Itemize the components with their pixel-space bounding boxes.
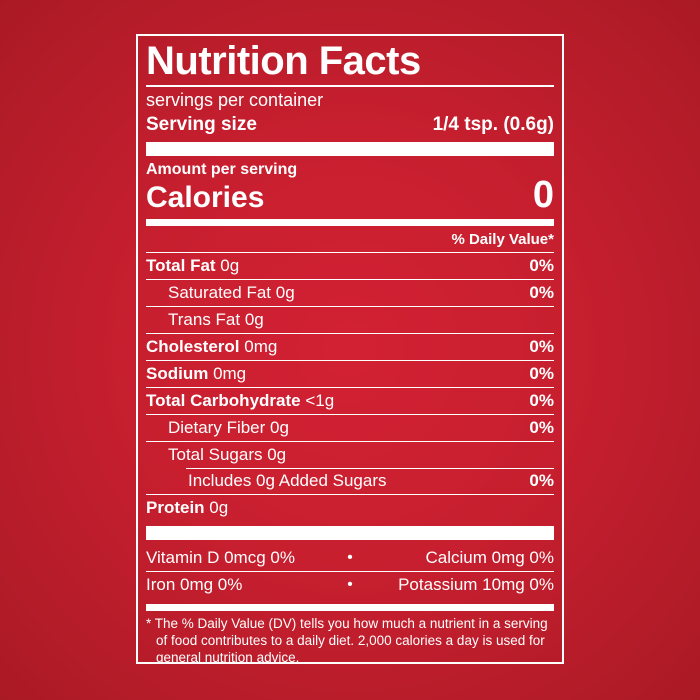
nutrient-name-amount: Total Sugars 0g — [168, 445, 287, 464]
divider-thick — [146, 142, 554, 156]
micronutrient-rows: Vitamin D 0mcg 0% • Calcium 0mg 0% Iron 0mg… — [146, 545, 554, 598]
nutrient-row: Saturated Fat 0g 0% — [146, 279, 554, 306]
nutrient-row: Dietary Fiber 0g 0% — [146, 414, 554, 441]
nutrition-facts-panel: Nutrition Facts servings per container S… — [136, 34, 564, 664]
calories-value: 0 — [532, 174, 554, 216]
nutrient-name-amount: Sodium 0mg — [146, 364, 247, 383]
divider-medium — [146, 219, 554, 226]
panel-title: Nutrition Facts — [146, 39, 421, 83]
nutrient-name-amount: Total Carbohydrate <1g — [146, 391, 335, 410]
daily-value-footnote: * The % Daily Value (DV) tells you how m… — [146, 616, 548, 664]
nutrient-name-amount: Includes 0g Added Sugars — [188, 471, 387, 490]
micronutrient-right: Calcium 0mg 0% — [425, 548, 555, 567]
bullet-separator-icon: • — [347, 549, 353, 566]
nutrient-row: Total Fat 0g 0% — [146, 252, 554, 279]
nutrient-row: Cholesterol 0mg 0% — [146, 333, 554, 360]
micronutrient-left: Vitamin D 0mcg 0% — [146, 548, 295, 567]
servings-per-container: servings per container — [146, 90, 324, 110]
nutrient-row: Protein 0g — [146, 494, 554, 521]
nutrient-name-amount: Saturated Fat 0g — [168, 283, 295, 302]
micronutrient-right: Potassium 10mg 0% — [398, 575, 554, 594]
nutrient-name-amount: Trans Fat 0g — [168, 310, 264, 329]
divider-thin — [146, 85, 554, 87]
micronutrient-left: Iron 0mg 0% — [146, 575, 243, 594]
nutrient-name-amount: Total Fat 0g — [146, 256, 240, 275]
nutrient-daily-value: 0% — [529, 418, 554, 437]
bullet-separator-icon: • — [347, 576, 353, 593]
divider-thick — [146, 526, 554, 540]
daily-value-header: % Daily Value* — [451, 231, 554, 248]
nutrient-row: Total Carbohydrate <1g 0% — [146, 387, 554, 414]
calories-label: Calories — [146, 181, 265, 214]
nutrient-daily-value: 0% — [529, 337, 554, 356]
nutrient-row: Sodium 0mg 0% — [146, 360, 554, 387]
nutrient-name-amount: Protein 0g — [146, 498, 229, 517]
nutrient-rows: Total Fat 0g 0% Saturated Fat 0g 0% Trans Fa… — [146, 252, 554, 521]
serving-size-label: Serving size — [146, 114, 257, 135]
micronutrient-row: Iron 0mg 0% • Potassium 10mg 0% — [146, 571, 554, 598]
nutrient-row: Total Sugars 0g — [146, 441, 554, 468]
serving-size-value: 1/4 tsp. (0.6g) — [432, 114, 554, 135]
nutrient-daily-value: 0% — [529, 471, 554, 490]
nutrient-row: Includes 0g Added Sugars 0% — [146, 468, 554, 494]
calories-row: Calories 0 — [146, 174, 554, 216]
nutrient-daily-value: 0% — [529, 364, 554, 383]
nutrient-row: Trans Fat 0g — [146, 306, 554, 333]
nutrient-name-amount: Cholesterol 0mg — [146, 337, 278, 356]
serving-size-row: Serving size 1/4 tsp. (0.6g) — [146, 112, 554, 137]
micronutrient-row: Vitamin D 0mcg 0% • Calcium 0mg 0% — [146, 545, 554, 571]
amount-per-serving-label: Amount per serving — [146, 161, 298, 178]
nutrient-daily-value: 0% — [529, 283, 554, 302]
nutrient-daily-value: 0% — [529, 391, 554, 410]
nutrient-name-amount: Dietary Fiber 0g — [168, 418, 289, 437]
nutrient-daily-value: 0% — [529, 256, 554, 275]
divider-medium — [146, 604, 554, 611]
